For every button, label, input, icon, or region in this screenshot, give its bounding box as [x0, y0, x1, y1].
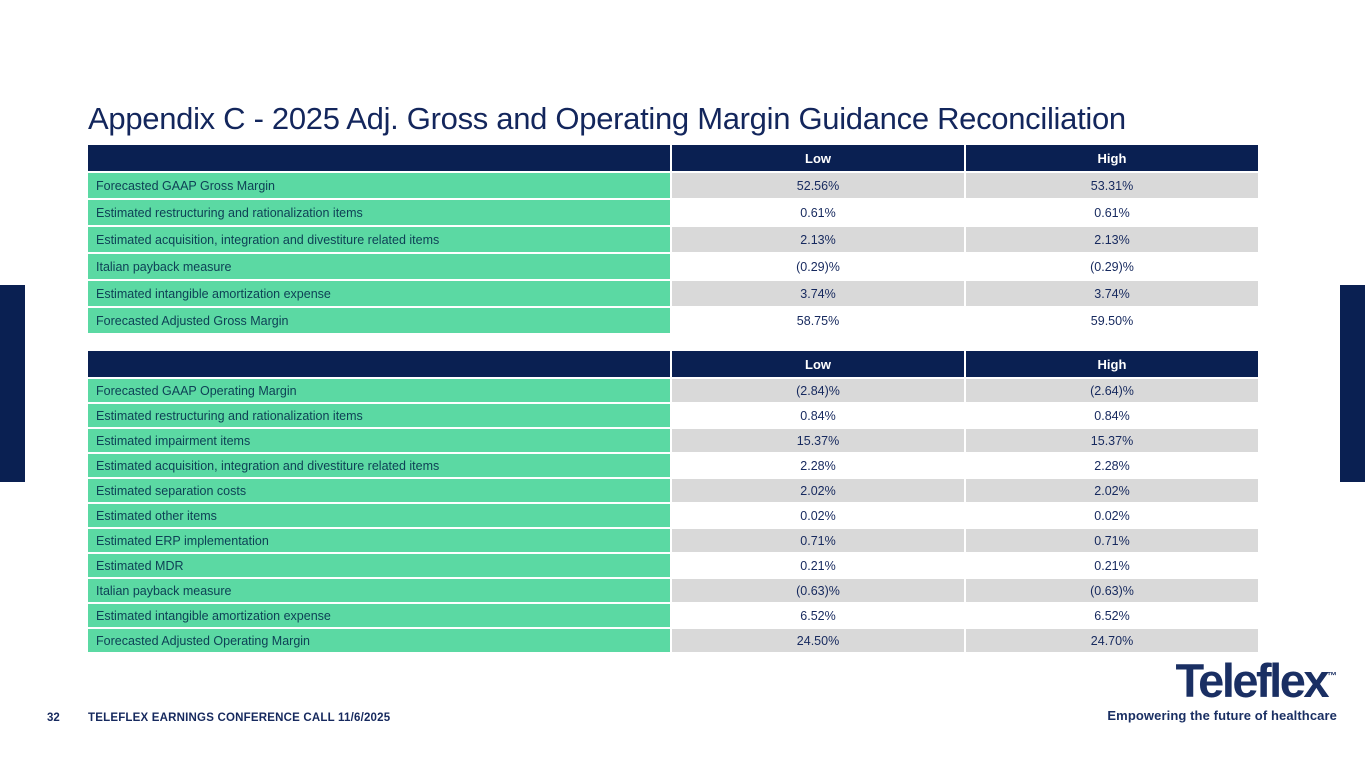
row-high-value: 24.70% — [966, 629, 1258, 652]
row-high-value: (0.63)% — [966, 579, 1258, 602]
row-label: Estimated other items — [88, 504, 672, 527]
table-row: Forecasted GAAP Operating Margin (2.84)%… — [88, 379, 1258, 402]
gross-margin-table-body: Forecasted GAAP Gross Margin 52.56% 53.3… — [88, 173, 1258, 333]
header-spacer-cell — [88, 351, 672, 377]
row-label: Forecasted GAAP Operating Margin — [88, 379, 672, 402]
page-number: 32 — [47, 712, 60, 724]
row-label: Forecasted Adjusted Gross Margin — [88, 308, 672, 333]
table-row: Forecasted Adjusted Gross Margin 58.75% … — [88, 308, 1258, 333]
row-high-value: 0.71% — [966, 529, 1258, 552]
row-high-value: 3.74% — [966, 281, 1258, 306]
logo-wordmark: Teleflex™ — [1107, 656, 1337, 705]
gross-margin-table-header: Low High — [88, 145, 1258, 171]
row-low-value: 3.74% — [672, 281, 966, 306]
row-high-value: 0.21% — [966, 554, 1258, 577]
row-high-value: 0.84% — [966, 404, 1258, 427]
gross-margin-table: Low High Forecasted GAAP Gross Margin 52… — [88, 143, 1258, 335]
header-low-cell: Low — [672, 145, 966, 171]
row-high-value: 0.61% — [966, 200, 1258, 225]
header-high-cell: High — [966, 145, 1258, 171]
header-row: Low High — [88, 351, 1258, 377]
row-label: Estimated restructuring and rationalizat… — [88, 404, 672, 427]
row-label: Estimated MDR — [88, 554, 672, 577]
row-low-value: 2.02% — [672, 479, 966, 502]
row-high-value: 15.37% — [966, 429, 1258, 452]
row-label: Italian payback measure — [88, 254, 672, 279]
row-low-value: 6.52% — [672, 604, 966, 627]
row-high-value: 59.50% — [966, 308, 1258, 333]
row-low-value: 24.50% — [672, 629, 966, 652]
right-accent-bar — [1340, 285, 1365, 482]
row-low-value: (0.29)% — [672, 254, 966, 279]
table-row: Estimated impairment items 15.37% 15.37% — [88, 429, 1258, 452]
row-label: Italian payback measure — [88, 579, 672, 602]
row-label: Forecasted GAAP Gross Margin — [88, 173, 672, 198]
header-row: Low High — [88, 145, 1258, 171]
table-row: Estimated restructuring and rationalizat… — [88, 404, 1258, 427]
row-label: Estimated ERP implementation — [88, 529, 672, 552]
table-row: Italian payback measure (0.29)% (0.29)% — [88, 254, 1258, 279]
header-low-cell: Low — [672, 351, 966, 377]
row-low-value: 2.13% — [672, 227, 966, 252]
row-high-value: 2.13% — [966, 227, 1258, 252]
table-row: Italian payback measure (0.63)% (0.63)% — [88, 579, 1258, 602]
row-label: Estimated impairment items — [88, 429, 672, 452]
row-high-value: 2.02% — [966, 479, 1258, 502]
table-row: Estimated ERP implementation 0.71% 0.71% — [88, 529, 1258, 552]
row-low-value: 0.02% — [672, 504, 966, 527]
row-label: Estimated acquisition, integration and d… — [88, 227, 672, 252]
page-title: Appendix C - 2025 Adj. Gross and Operati… — [88, 100, 1126, 136]
row-low-value: 52.56% — [672, 173, 966, 198]
row-label: Estimated intangible amortization expens… — [88, 604, 672, 627]
row-label: Estimated separation costs — [88, 479, 672, 502]
row-label: Estimated acquisition, integration and d… — [88, 454, 672, 477]
row-low-value: 0.71% — [672, 529, 966, 552]
table-row: Forecasted GAAP Gross Margin 52.56% 53.3… — [88, 173, 1258, 198]
row-low-value: 0.84% — [672, 404, 966, 427]
header-high-cell: High — [966, 351, 1258, 377]
row-label: Estimated restructuring and rationalizat… — [88, 200, 672, 225]
row-low-value: 15.37% — [672, 429, 966, 452]
table-row: Estimated separation costs 2.02% 2.02% — [88, 479, 1258, 502]
header-spacer-cell — [88, 145, 672, 171]
trademark-symbol: ™ — [1327, 671, 1337, 682]
logo-tagline: Empowering the future of healthcare — [1107, 708, 1337, 724]
table-row: Estimated intangible amortization expens… — [88, 281, 1258, 306]
logo-brand-text: Teleflex — [1175, 654, 1329, 707]
row-low-value: (2.84)% — [672, 379, 966, 402]
operating-margin-table: Low High Forecasted GAAP Operating Margi… — [88, 349, 1258, 654]
left-accent-bar — [0, 285, 25, 482]
row-high-value: 0.02% — [966, 504, 1258, 527]
row-high-value: (0.29)% — [966, 254, 1258, 279]
table-row: Estimated intangible amortization expens… — [88, 604, 1258, 627]
row-low-value: 58.75% — [672, 308, 966, 333]
teleflex-logo: Teleflex™ Empowering the future of healt… — [1107, 656, 1337, 724]
table-row: Estimated MDR 0.21% 0.21% — [88, 554, 1258, 577]
table-row: Forecasted Adjusted Operating Margin 24.… — [88, 629, 1258, 652]
table-row: Estimated acquisition, integration and d… — [88, 454, 1258, 477]
operating-margin-table-body: Forecasted GAAP Operating Margin (2.84)%… — [88, 379, 1258, 652]
row-high-value: 6.52% — [966, 604, 1258, 627]
table-row: Estimated acquisition, integration and d… — [88, 227, 1258, 252]
row-high-value: 2.28% — [966, 454, 1258, 477]
row-high-value: 53.31% — [966, 173, 1258, 198]
row-high-value: (2.64)% — [966, 379, 1258, 402]
footer-text: TELEFLEX EARNINGS CONFERENCE CALL 11/6/2… — [88, 712, 391, 724]
row-low-value: (0.63)% — [672, 579, 966, 602]
row-label: Forecasted Adjusted Operating Margin — [88, 629, 672, 652]
row-low-value: 0.61% — [672, 200, 966, 225]
operating-margin-table-header: Low High — [88, 351, 1258, 377]
table-row: Estimated other items 0.02% 0.02% — [88, 504, 1258, 527]
table-row: Estimated restructuring and rationalizat… — [88, 200, 1258, 225]
row-low-value: 0.21% — [672, 554, 966, 577]
row-label: Estimated intangible amortization expens… — [88, 281, 672, 306]
row-low-value: 2.28% — [672, 454, 966, 477]
